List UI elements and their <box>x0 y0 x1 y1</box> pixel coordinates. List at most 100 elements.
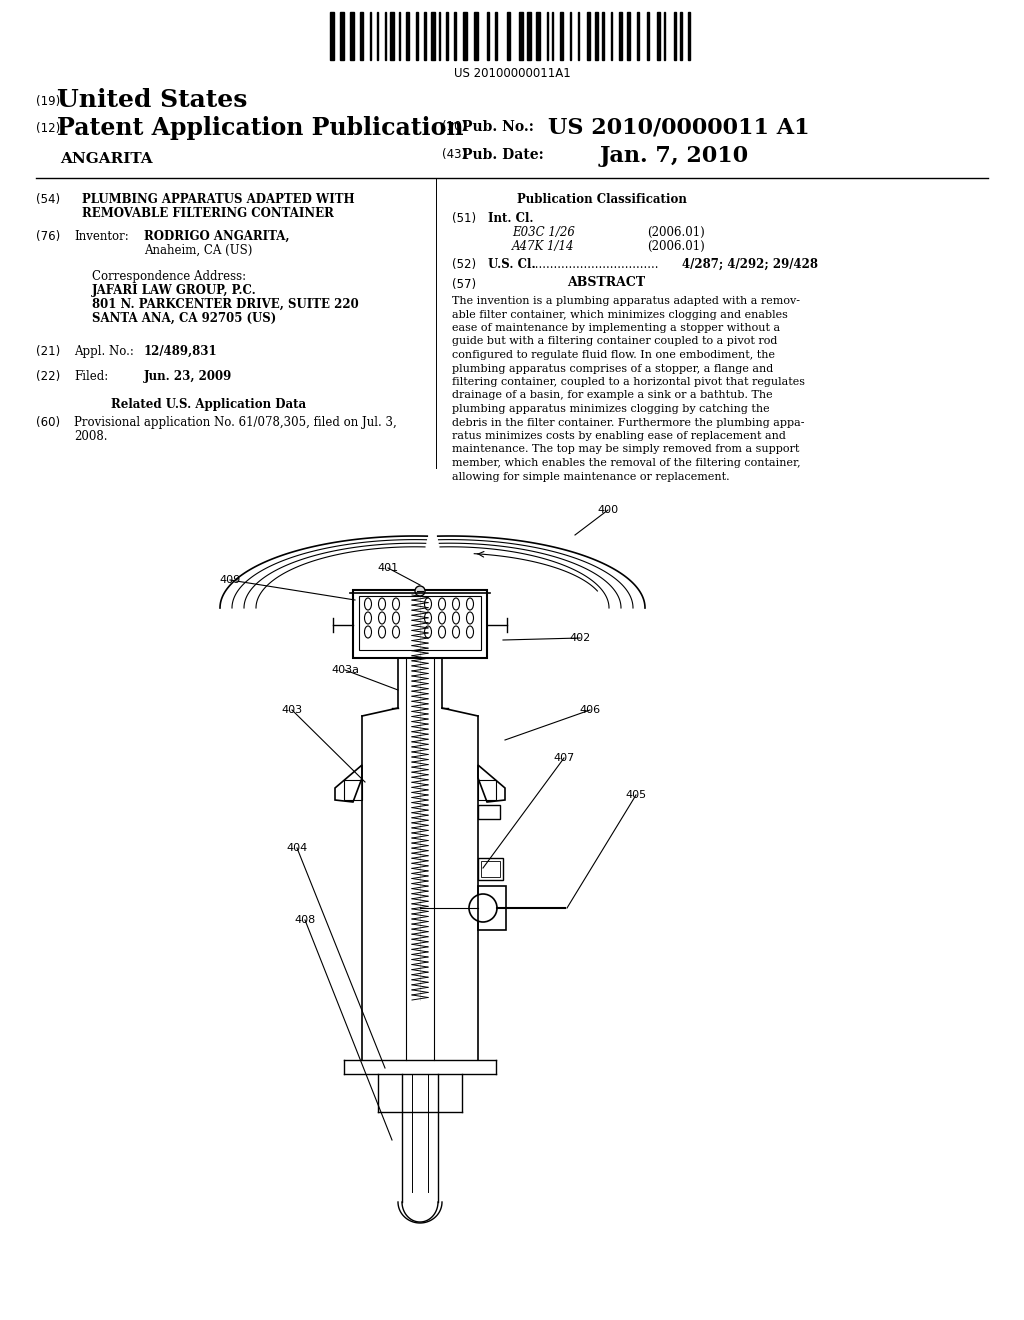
Bar <box>487 12 489 59</box>
Bar <box>536 12 540 59</box>
Text: member, which enables the removal of the filtering container,: member, which enables the removal of the… <box>452 458 801 469</box>
Text: ease of maintenance by implementing a stopper without a: ease of maintenance by implementing a st… <box>452 323 780 333</box>
Text: Appl. No.:: Appl. No.: <box>74 345 134 358</box>
Bar <box>647 12 649 59</box>
Text: Pub. Date:: Pub. Date: <box>462 148 544 162</box>
Text: Jun. 23, 2009: Jun. 23, 2009 <box>144 370 232 383</box>
Text: 403: 403 <box>282 705 302 715</box>
Text: 408: 408 <box>294 915 315 925</box>
Text: guide but with a filtering container coupled to a pivot rod: guide but with a filtering container cou… <box>452 337 777 346</box>
Text: Patent Application Publication: Patent Application Publication <box>57 116 464 140</box>
Text: US 2010/0000011 A1: US 2010/0000011 A1 <box>548 117 810 139</box>
Text: PLUMBING APPARATUS ADAPTED WITH: PLUMBING APPARATUS ADAPTED WITH <box>82 193 354 206</box>
Text: 403a: 403a <box>331 665 359 675</box>
Text: Jan. 7, 2010: Jan. 7, 2010 <box>600 145 750 168</box>
Text: Correspondence Address:: Correspondence Address: <box>92 271 246 282</box>
Text: Int. Cl.: Int. Cl. <box>488 213 534 224</box>
Bar <box>360 12 362 59</box>
Text: filtering container, coupled to a horizontal pivot that regulates: filtering container, coupled to a horizo… <box>452 378 805 387</box>
Text: U.S. Cl.: U.S. Cl. <box>488 257 536 271</box>
Text: US 20100000011A1: US 20100000011A1 <box>454 67 570 81</box>
Bar <box>446 12 449 59</box>
Circle shape <box>469 894 497 921</box>
Bar <box>478 858 503 880</box>
Bar <box>519 12 523 59</box>
Bar <box>478 780 496 800</box>
Text: (43): (43) <box>442 148 466 161</box>
Text: (60): (60) <box>36 416 60 429</box>
Bar <box>406 12 409 59</box>
Text: ..................................: .................................. <box>532 257 659 271</box>
Bar <box>424 12 426 59</box>
Text: 409: 409 <box>219 576 241 585</box>
Text: ANGARITA: ANGARITA <box>60 152 153 166</box>
Text: 2008.: 2008. <box>74 430 108 444</box>
Text: 402: 402 <box>569 634 591 643</box>
Bar <box>657 12 660 59</box>
Text: (21): (21) <box>36 345 60 358</box>
Text: (51): (51) <box>452 213 476 224</box>
Text: (12): (12) <box>36 121 60 135</box>
Text: 405: 405 <box>626 789 646 800</box>
Text: Pub. No.:: Pub. No.: <box>462 120 534 135</box>
Text: (2006.01): (2006.01) <box>647 240 705 253</box>
Circle shape <box>415 586 425 597</box>
Bar <box>474 12 478 59</box>
Text: (76): (76) <box>36 230 60 243</box>
Text: (57): (57) <box>452 279 476 290</box>
Text: RODRIGO ANGARITA,: RODRIGO ANGARITA, <box>144 230 290 243</box>
Text: Filed:: Filed: <box>74 370 109 383</box>
Text: (19): (19) <box>36 95 60 108</box>
Bar <box>350 12 354 59</box>
Bar <box>478 886 506 931</box>
Text: 12/489,831: 12/489,831 <box>144 345 218 358</box>
Text: Related U.S. Application Data: Related U.S. Application Data <box>111 399 306 411</box>
Bar <box>637 12 639 59</box>
Bar <box>463 12 467 59</box>
Text: ratus minimizes costs by enabling ease of replacement and: ratus minimizes costs by enabling ease o… <box>452 432 785 441</box>
Bar <box>478 805 500 818</box>
Text: maintenance. The top may be simply removed from a support: maintenance. The top may be simply remov… <box>452 445 800 454</box>
Bar <box>330 12 334 59</box>
Bar <box>416 12 418 59</box>
Text: able filter container, which minimizes clogging and enables: able filter container, which minimizes c… <box>452 309 787 319</box>
Bar <box>353 590 487 657</box>
Bar <box>688 12 690 59</box>
Text: plumbing apparatus minimizes clogging by catching the: plumbing apparatus minimizes clogging by… <box>452 404 770 414</box>
Bar <box>481 861 500 876</box>
Bar <box>340 12 344 59</box>
Bar <box>507 12 510 59</box>
Text: 400: 400 <box>597 506 618 515</box>
Bar <box>527 12 531 59</box>
Text: 406: 406 <box>580 705 600 715</box>
Text: 401: 401 <box>378 564 398 573</box>
Text: 404: 404 <box>287 843 307 853</box>
Bar <box>344 780 362 800</box>
Bar <box>595 12 598 59</box>
Bar <box>680 12 682 59</box>
Text: SANTA ANA, CA 92705 (US): SANTA ANA, CA 92705 (US) <box>92 312 276 325</box>
Text: Inventor:: Inventor: <box>74 230 129 243</box>
Text: REMOVABLE FILTERING CONTAINER: REMOVABLE FILTERING CONTAINER <box>82 207 334 220</box>
Text: Publication Classification: Publication Classification <box>517 193 687 206</box>
Text: (22): (22) <box>36 370 60 383</box>
Text: (54): (54) <box>36 193 60 206</box>
Text: debris in the filter container. Furthermore the plumbing appa-: debris in the filter container. Furtherm… <box>452 417 805 428</box>
Text: A47K 1/14: A47K 1/14 <box>512 240 574 253</box>
Text: The invention is a plumbing apparatus adapted with a remov-: The invention is a plumbing apparatus ad… <box>452 296 800 306</box>
Text: ABSTRACT: ABSTRACT <box>567 276 645 289</box>
Bar <box>431 12 435 59</box>
Text: plumbing apparatus comprises of a stopper, a flange and: plumbing apparatus comprises of a stoppe… <box>452 363 773 374</box>
Bar <box>495 12 497 59</box>
Bar <box>627 12 630 59</box>
Text: drainage of a basin, for example a sink or a bathtub. The: drainage of a basin, for example a sink … <box>452 391 773 400</box>
Bar <box>560 12 563 59</box>
Text: Provisional application No. 61/078,305, filed on Jul. 3,: Provisional application No. 61/078,305, … <box>74 416 396 429</box>
Text: 4/287; 4/292; 29/428: 4/287; 4/292; 29/428 <box>682 257 818 271</box>
Text: configured to regulate fluid flow. In one embodiment, the: configured to regulate fluid flow. In on… <box>452 350 775 360</box>
Bar <box>602 12 604 59</box>
Text: Anaheim, CA (US): Anaheim, CA (US) <box>144 244 252 257</box>
Bar <box>674 12 676 59</box>
Text: (2006.01): (2006.01) <box>647 226 705 239</box>
Bar <box>587 12 590 59</box>
